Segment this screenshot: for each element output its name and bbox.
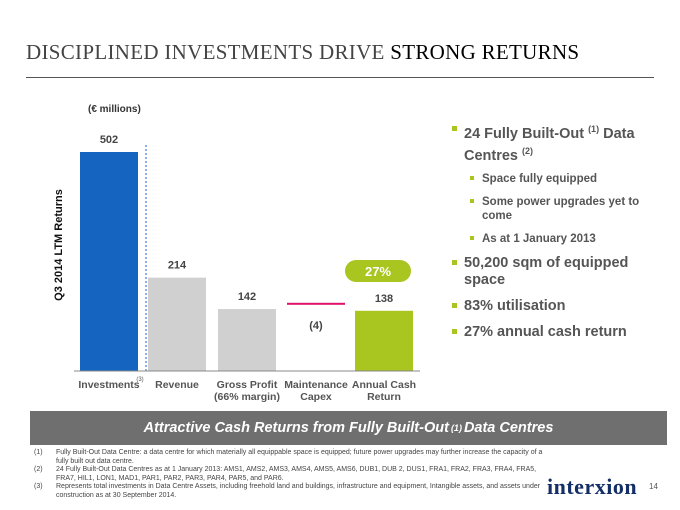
bullet-superscript-2: (2) — [522, 145, 534, 156]
category-label: Capex — [300, 391, 332, 403]
bullet-marker — [452, 126, 457, 131]
footnote: (1) Fully Built-Out Data Centre: a data c… — [34, 449, 544, 466]
category-label: Annual Cash — [352, 379, 416, 391]
bullet-text: 24 Fully Built-Out — [464, 125, 585, 142]
sub-bullet-text: Some power upgrades yet to come — [482, 195, 640, 222]
chart-unit-label: (€ millions) — [88, 104, 141, 115]
title-part-2: STRONG RETURNS — [390, 40, 580, 64]
category-label: Maintenance — [284, 379, 348, 391]
bar-value-label: 138 — [375, 293, 393, 305]
footnotes: (1) Fully Built-Out Data Centre: a data c… — [34, 449, 544, 501]
return-percentage-label: 27% — [365, 264, 391, 279]
bar-value-label: (4) — [309, 320, 323, 332]
category-label: Gross Profit — [217, 379, 278, 391]
category-label: (66% margin) — [214, 391, 280, 403]
bullet-text: 50,200 sqm of equipped space — [464, 254, 629, 288]
bullet-data-centres: 24 Fully Built-Out (1) Data Centres (2) — [452, 121, 667, 165]
bullet-cash-return: 27% annual cash return — [452, 324, 667, 341]
summary-banner: Attractive Cash Returns from Fully Built… — [30, 411, 667, 445]
bullet-superscript: (1) — [588, 124, 600, 134]
banner-text-end: Data Centres — [463, 420, 554, 436]
bar-value-label: 142 — [238, 291, 256, 303]
sub-bullet-marker — [470, 235, 474, 240]
footnote-number: (2) — [34, 466, 43, 474]
sub-bullet: Some power upgrades yet to come — [452, 195, 667, 223]
bar-gross-profit-margin- — [218, 309, 276, 371]
bullet-text: 83% utilisation — [464, 297, 566, 314]
sub-bullet: Space fully equipped — [452, 172, 667, 186]
bullet-text-cont: Data Centres — [464, 125, 635, 164]
bullet-utilisation: 83% utilisation — [452, 298, 667, 315]
bullet-marker — [452, 259, 457, 265]
title-divider — [26, 77, 654, 78]
bullet-equipped-space: 50,200 sqm of equipped space — [452, 255, 667, 289]
footnote-number: (3) — [34, 483, 43, 491]
banner-superscript: (1) — [450, 423, 462, 433]
bullet-text: 27% annual cash return — [464, 323, 627, 340]
sub-bullet-marker — [470, 175, 474, 180]
banner-text: Attractive Cash Returns from Fully Built… — [143, 420, 449, 436]
bar-investments — [80, 152, 138, 371]
page-number: 14 — [649, 482, 658, 491]
footnote-text: 24 Fully Built-Out Data Centres as at 1 … — [56, 466, 537, 482]
bullet-marker — [452, 328, 457, 334]
bar-annual-cash-return — [355, 310, 413, 371]
bar-value-label: 502 — [100, 134, 118, 146]
footnote-text: Fully Built-Out Data Centre: a data cent… — [56, 449, 543, 465]
key-facts-list: 24 Fully Built-Out (1) Data Centres (2) … — [452, 121, 667, 350]
category-label: Investments — [78, 379, 139, 391]
bar-value-label: 214 — [168, 260, 187, 272]
sub-bullet-text: Space fully equipped — [482, 172, 598, 185]
sub-bullet: As at 1 January 2013 — [452, 232, 667, 246]
sub-bullet-list: Space fully equipped Some power upgrades… — [452, 172, 667, 246]
category-label: Revenue — [155, 379, 199, 391]
title-part-1: DISCIPLINED INVESTMENTS DRIVE — [26, 40, 385, 64]
category-superscript: (3) — [136, 377, 143, 383]
sub-bullet-marker — [470, 198, 474, 203]
category-label: Return — [367, 391, 401, 403]
bullet-marker — [452, 302, 457, 308]
bar-maintenance-capex — [287, 302, 345, 305]
footnote: (3) Represents total investments in Data … — [34, 483, 544, 500]
return-percentage-badge — [345, 260, 411, 282]
footnote-text: Represents total investments in Data Cen… — [56, 483, 541, 499]
bar-revenue — [148, 277, 206, 371]
footnote-number: (1) — [34, 449, 43, 456]
company-logo: interxion — [547, 474, 638, 499]
footnote: (2) 24 Fully Built-Out Data Centres as at… — [34, 466, 544, 483]
page-title: DISCIPLINED INVESTMENTS DRIVE STRONG RET… — [26, 40, 579, 65]
returns-chart: 502 214 142 (4) 138 Investments Revenue Gross P… — [74, 134, 420, 403]
sub-bullet-text: As at 1 January 2013 — [482, 232, 596, 245]
